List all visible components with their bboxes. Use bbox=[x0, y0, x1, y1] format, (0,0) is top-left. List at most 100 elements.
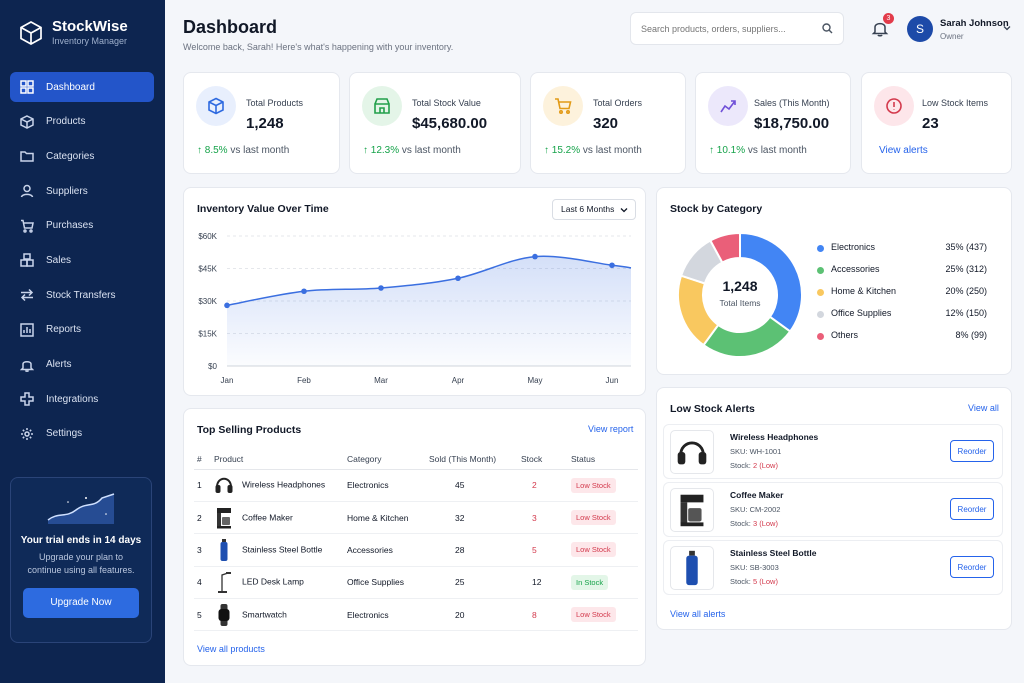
product-name: LED Desk Lamp bbox=[242, 576, 304, 587]
column-header[interactable]: Stock bbox=[521, 449, 571, 470]
legend-item: Electronics 35% (437) bbox=[817, 242, 987, 256]
sidebar-item-sales[interactable]: Sales bbox=[10, 245, 154, 275]
upgrade-now-button[interactable]: Upgrade Now bbox=[23, 588, 139, 618]
box-icon bbox=[20, 114, 34, 129]
reorder-button[interactable]: Reorder bbox=[950, 556, 994, 578]
stat-value: $45,680.00 bbox=[412, 115, 488, 132]
arrow-up-icon: ↑ bbox=[709, 145, 714, 156]
sidebar-item-integrations[interactable]: Integrations bbox=[10, 384, 154, 414]
stat-value: 320 bbox=[593, 115, 619, 132]
category-donut-chart bbox=[676, 231, 803, 358]
status-badge: Low Stock bbox=[571, 542, 616, 558]
search-icon[interactable] bbox=[822, 23, 833, 34]
stat-delta: ↑ 10.1% vs last month bbox=[709, 145, 807, 156]
sidebar-item-categories[interactable]: Categories bbox=[10, 141, 154, 171]
reorder-button[interactable]: Reorder bbox=[950, 498, 994, 520]
bottle-icon bbox=[220, 538, 228, 561]
sidebar-item-stock-transfers[interactable]: Stock Transfers bbox=[10, 280, 154, 310]
cart-icon bbox=[21, 219, 34, 233]
delta-suffix: vs last month bbox=[582, 145, 642, 156]
user-role: Owner bbox=[940, 32, 964, 41]
delta-suffix: vs last month bbox=[747, 145, 807, 156]
stock-label: Stock: bbox=[730, 461, 751, 470]
delta-value: 8.5% bbox=[204, 145, 228, 156]
cart-icon bbox=[555, 98, 572, 115]
category: Accessories bbox=[347, 533, 429, 567]
view-all-products-link[interactable]: View all products bbox=[197, 644, 265, 654]
brand-subtitle: Inventory Manager bbox=[52, 36, 128, 46]
table-row[interactable]: 2 Coffee Maker Home & Kitchen 32 3 Low S… bbox=[194, 501, 638, 535]
data-point bbox=[609, 262, 615, 269]
alert-product-name: Wireless Headphones bbox=[730, 432, 819, 442]
watch-icon bbox=[218, 603, 230, 626]
search-box[interactable] bbox=[630, 12, 844, 45]
sidebar-item-label: Settings bbox=[46, 428, 83, 440]
legend-value: 12% (150) bbox=[945, 308, 987, 318]
chevron-down-icon[interactable] bbox=[1003, 24, 1011, 32]
sidebar-item-label: Reports bbox=[46, 324, 82, 336]
bottle-icon bbox=[670, 546, 714, 590]
sidebar: StockWise Inventory Manager Dashboard Pr… bbox=[0, 0, 165, 683]
table-row[interactable]: 1 Wireless Headphones Electronics 45 2 L… bbox=[194, 469, 638, 502]
column-header[interactable]: Product bbox=[214, 449, 347, 470]
brand[interactable]: StockWise Inventory Manager bbox=[18, 18, 128, 47]
user-name[interactable]: Sarah Johnson bbox=[940, 18, 1009, 29]
alert-product-name: Coffee Maker bbox=[730, 490, 784, 500]
table-row[interactable]: 5 Smartwatch Electronics 20 8 Low Stock bbox=[194, 598, 638, 632]
reorder-button[interactable]: Reorder bbox=[950, 440, 994, 462]
view-report-link[interactable]: View report bbox=[588, 424, 634, 434]
y-tick-label: $30K bbox=[198, 297, 217, 306]
sidebar-item-alerts[interactable]: Alerts bbox=[10, 350, 154, 380]
stock: 2 bbox=[521, 469, 571, 502]
stat-card-total-orders: Total Orders 320 ↑ 15.2% vs last month bbox=[530, 72, 686, 174]
column-header[interactable]: Sold (This Month) bbox=[429, 449, 521, 470]
legend-value: 8% (99) bbox=[955, 330, 987, 340]
store-icon bbox=[374, 98, 390, 114]
stat-label: Total Orders bbox=[593, 98, 643, 108]
sold: 45 bbox=[429, 469, 521, 502]
sidebar-nav: Dashboard Products Categories Suppliers … bbox=[10, 72, 154, 454]
legend-value: 25% (312) bbox=[945, 264, 987, 274]
avatar[interactable]: S bbox=[907, 16, 933, 42]
view-all-alerts-link[interactable]: View all bbox=[968, 403, 999, 413]
column-header[interactable]: # bbox=[194, 449, 214, 470]
arrow-up-icon: ↑ bbox=[197, 145, 202, 156]
sidebar-item-dashboard[interactable]: Dashboard bbox=[10, 72, 154, 102]
sidebar-item-reports[interactable]: Reports bbox=[10, 315, 154, 345]
sidebar-item-settings[interactable]: Settings bbox=[10, 419, 154, 449]
stat-delta: ↑ 8.5% vs last month bbox=[197, 145, 289, 156]
data-point bbox=[224, 302, 230, 309]
alert-circle-icon bbox=[886, 98, 902, 114]
delta-suffix: vs last month bbox=[230, 145, 290, 156]
alert-product-name: Stainless Steel Bottle bbox=[730, 548, 817, 558]
stat-card-total-products: Total Products 1,248 ↑ 8.5% vs last mont… bbox=[183, 72, 340, 174]
stock: 3 bbox=[521, 501, 571, 535]
x-tick-label: Mar bbox=[374, 376, 388, 385]
view-all-alerts-footer-link[interactable]: View all alerts bbox=[670, 609, 726, 619]
stat-icon-bg bbox=[196, 86, 236, 126]
view-alerts-link[interactable]: View alerts bbox=[879, 145, 928, 156]
column-header[interactable]: Category bbox=[347, 449, 429, 470]
folder-icon bbox=[20, 151, 34, 163]
range-select[interactable]: Last 6 Months bbox=[552, 199, 636, 220]
product-cell: Smartwatch bbox=[214, 598, 347, 632]
alert-item: Stainless Steel Bottle SKU: SB-3003 Stoc… bbox=[663, 540, 1003, 595]
column-header[interactable]: Status bbox=[571, 449, 638, 470]
transfer-icon bbox=[20, 289, 34, 302]
table-row[interactable]: 4 LED Desk Lamp Office Supplies 25 12 In… bbox=[194, 566, 638, 600]
sidebar-item-suppliers[interactable]: Suppliers bbox=[10, 176, 154, 206]
category: Home & Kitchen bbox=[347, 501, 429, 535]
table-row[interactable]: 3 Stainless Steel Bottle Accessories 28 … bbox=[194, 533, 638, 567]
x-tick-label: Apr bbox=[452, 376, 465, 385]
puzzle-icon bbox=[20, 392, 34, 406]
stat-card-stock-value: Total Stock Value $45,680.00 ↑ 12.3% vs … bbox=[349, 72, 521, 174]
sidebar-item-products[interactable]: Products bbox=[10, 107, 154, 137]
stat-card-low-stock: Low Stock Items 23 View alerts bbox=[861, 72, 1012, 174]
arrow-up-icon: ↑ bbox=[363, 145, 368, 156]
gear-icon bbox=[21, 427, 33, 440]
boxes-icon bbox=[20, 253, 34, 268]
notification-bell-icon[interactable] bbox=[871, 19, 889, 37]
search-input[interactable] bbox=[641, 23, 822, 34]
stock-value: 3 (Low) bbox=[752, 519, 778, 528]
sidebar-item-purchases[interactable]: Purchases bbox=[10, 211, 154, 241]
